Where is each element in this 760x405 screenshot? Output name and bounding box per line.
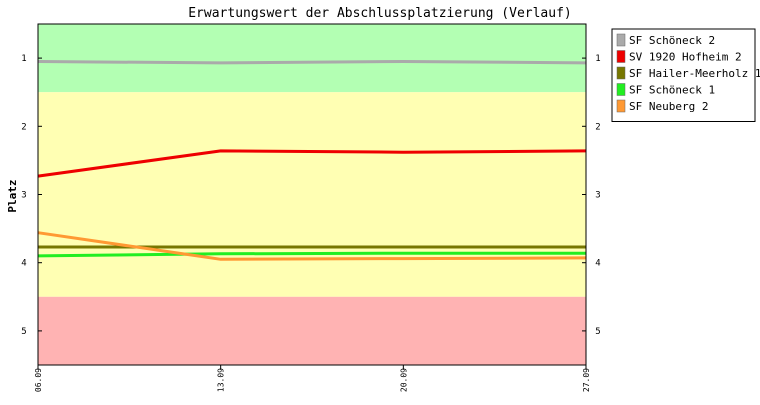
series-line-4 — [37, 231, 587, 261]
series-lines — [37, 60, 587, 261]
legend-label-0: SF Schöneck 2 — [629, 34, 715, 47]
y-tick-label-right-1: 1 — [595, 54, 600, 64]
y-axis-label: Platz — [6, 179, 19, 212]
y-tick-label-right-5: 5 — [595, 327, 600, 337]
y-tick-label-left-4: 4 — [21, 259, 26, 269]
legend: SF Schöneck 2 SV 1920 Hofheim 2 SF Hailer-… — [611, 28, 760, 122]
chart-title: Erwartungswert der Abschlussplatzierung … — [188, 6, 572, 21]
legend-swatch-0 — [616, 33, 626, 47]
legend-box — [611, 28, 756, 122]
legend-label-2: SF Hailer-Meerholz 1 — [629, 67, 760, 80]
x-tick-label-3: 27.09 — [582, 368, 591, 392]
y-tick-label-left-3: 3 — [21, 191, 26, 201]
series-line-3 — [37, 251, 586, 258]
legend-swatch-3 — [616, 83, 626, 96]
series-line-0 — [37, 60, 587, 65]
band-2 — [38, 296, 586, 365]
legend-label-4: SF Neuberg 2 — [629, 100, 708, 113]
series-line-1 — [37, 149, 587, 178]
x-tick-label-0: 06.09 — [34, 368, 43, 392]
y-tick-label-right-4: 4 — [595, 259, 600, 269]
legend-swatch-1 — [616, 50, 626, 63]
y-tick-label-right-2: 2 — [595, 122, 600, 132]
axis-ticks: 1 1 2 2 3 3 4 4 5 5 06.09 13.09 20.09 27.09 — [21, 54, 600, 392]
background-bands — [38, 24, 586, 365]
legend-swatch-2 — [616, 66, 626, 80]
y-tick-label-left-5: 5 — [21, 327, 26, 337]
legend-label-3: SF Schöneck 1 — [629, 84, 715, 97]
y-tick-label-left-1: 1 — [21, 54, 26, 64]
y-tick-label-right-3: 3 — [595, 191, 600, 201]
x-tick-label-2: 20.09 — [399, 368, 408, 392]
band-0 — [38, 24, 586, 93]
y-tick-label-left-2: 2 — [21, 122, 26, 132]
band-1 — [38, 92, 586, 297]
legend-label-1: SV 1920 Hofheim 2 — [629, 51, 742, 64]
legend-swatch-4 — [616, 99, 626, 113]
plot-border — [37, 23, 587, 366]
x-tick-label-1: 13.09 — [217, 368, 226, 392]
